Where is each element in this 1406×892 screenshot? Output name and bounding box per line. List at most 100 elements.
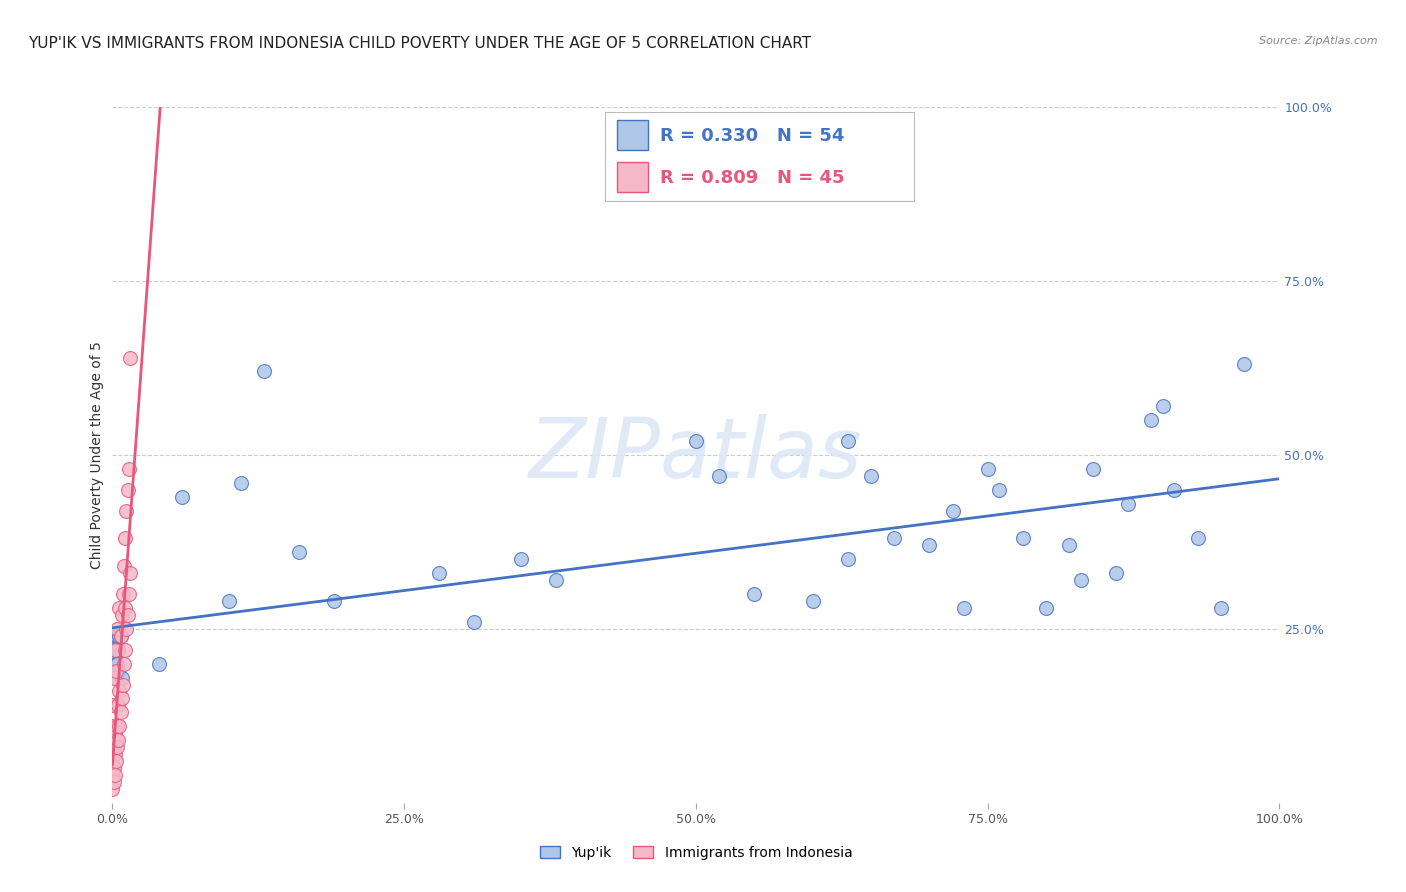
- Point: [104, 768, 127, 782]
- Point: [108, 601, 131, 615]
- Point: [110, 629, 132, 643]
- Point: [111, 671, 134, 685]
- Point: [1116, 497, 1139, 511]
- Point: [104, 664, 127, 678]
- Point: [103, 775, 125, 789]
- FancyBboxPatch shape: [617, 162, 648, 192]
- Point: [883, 532, 905, 546]
- Legend: Yup'ik, Immigrants from Indonesia: Yup'ik, Immigrants from Indonesia: [534, 840, 858, 865]
- Point: [1070, 573, 1092, 587]
- Point: [288, 545, 311, 559]
- Y-axis label: Child Poverty Under the Age of 5: Child Poverty Under the Age of 5: [90, 341, 104, 569]
- Point: [860, 468, 883, 483]
- Point: [115, 622, 138, 636]
- Point: [105, 740, 128, 755]
- Point: [942, 503, 965, 517]
- Point: [118, 587, 141, 601]
- Point: [1152, 399, 1174, 413]
- Point: [685, 434, 707, 448]
- Point: [218, 594, 240, 608]
- Point: [427, 566, 450, 581]
- Point: [114, 601, 136, 615]
- Point: [104, 649, 127, 664]
- Point: [1059, 538, 1081, 552]
- Point: [112, 657, 135, 671]
- Point: [103, 657, 125, 671]
- Point: [988, 483, 1011, 497]
- Point: [108, 684, 131, 698]
- Text: YUP'IK VS IMMIGRANTS FROM INDONESIA CHILD POVERTY UNDER THE AGE OF 5 CORRELATION: YUP'IK VS IMMIGRANTS FROM INDONESIA CHIL…: [28, 36, 811, 51]
- Point: [509, 552, 531, 566]
- Point: [837, 434, 859, 448]
- Point: [117, 483, 139, 497]
- Point: [111, 691, 134, 706]
- Point: [709, 468, 731, 483]
- FancyBboxPatch shape: [617, 120, 648, 150]
- Point: [1209, 601, 1232, 615]
- Point: [253, 364, 276, 378]
- Point: [111, 677, 134, 691]
- Point: [148, 657, 170, 671]
- Point: [172, 490, 194, 504]
- Text: R = 0.809   N = 45: R = 0.809 N = 45: [661, 169, 845, 186]
- Point: [918, 538, 941, 552]
- Point: [1035, 601, 1057, 615]
- Text: R = 0.330   N = 54: R = 0.330 N = 54: [661, 127, 845, 145]
- Point: [1163, 483, 1185, 497]
- Point: [104, 629, 127, 643]
- Point: [107, 698, 129, 713]
- Point: [108, 629, 131, 643]
- Point: [110, 629, 132, 643]
- Point: [105, 622, 128, 636]
- Point: [114, 532, 136, 546]
- Point: [1187, 532, 1209, 546]
- Point: [107, 664, 129, 678]
- Point: [111, 607, 134, 622]
- Text: ZIPatlas: ZIPatlas: [529, 415, 863, 495]
- Point: [105, 657, 128, 671]
- Point: [103, 698, 125, 713]
- Point: [101, 754, 124, 768]
- Point: [323, 594, 346, 608]
- Point: [105, 719, 128, 733]
- Point: [229, 475, 252, 490]
- Point: [104, 642, 127, 657]
- Point: [105, 629, 128, 643]
- Point: [104, 657, 127, 671]
- Point: [801, 594, 824, 608]
- Point: [101, 740, 124, 755]
- Point: [103, 671, 125, 685]
- Point: [103, 740, 125, 755]
- Point: [107, 642, 129, 657]
- Point: [101, 781, 124, 796]
- Point: [111, 587, 134, 601]
- Text: Source: ZipAtlas.com: Source: ZipAtlas.com: [1260, 36, 1378, 45]
- Point: [837, 552, 859, 566]
- Point: [463, 615, 485, 629]
- Point: [1140, 413, 1163, 427]
- Point: [104, 642, 127, 657]
- Point: [118, 566, 141, 581]
- Point: [118, 351, 141, 365]
- Point: [104, 642, 127, 657]
- Point: [104, 747, 127, 761]
- Point: [103, 636, 125, 650]
- Point: [103, 761, 125, 775]
- Point: [101, 768, 124, 782]
- Point: [1105, 566, 1128, 581]
- Point: [115, 503, 138, 517]
- Point: [104, 726, 127, 740]
- Point: [112, 559, 135, 574]
- Point: [101, 698, 124, 713]
- Point: [1233, 358, 1256, 372]
- Point: [103, 649, 125, 664]
- Point: [108, 719, 131, 733]
- Point: [953, 601, 976, 615]
- Point: [117, 607, 139, 622]
- Point: [544, 573, 567, 587]
- Point: [1011, 532, 1033, 546]
- Point: [104, 733, 127, 747]
- Point: [976, 462, 998, 476]
- Point: [101, 719, 124, 733]
- Point: [104, 664, 127, 678]
